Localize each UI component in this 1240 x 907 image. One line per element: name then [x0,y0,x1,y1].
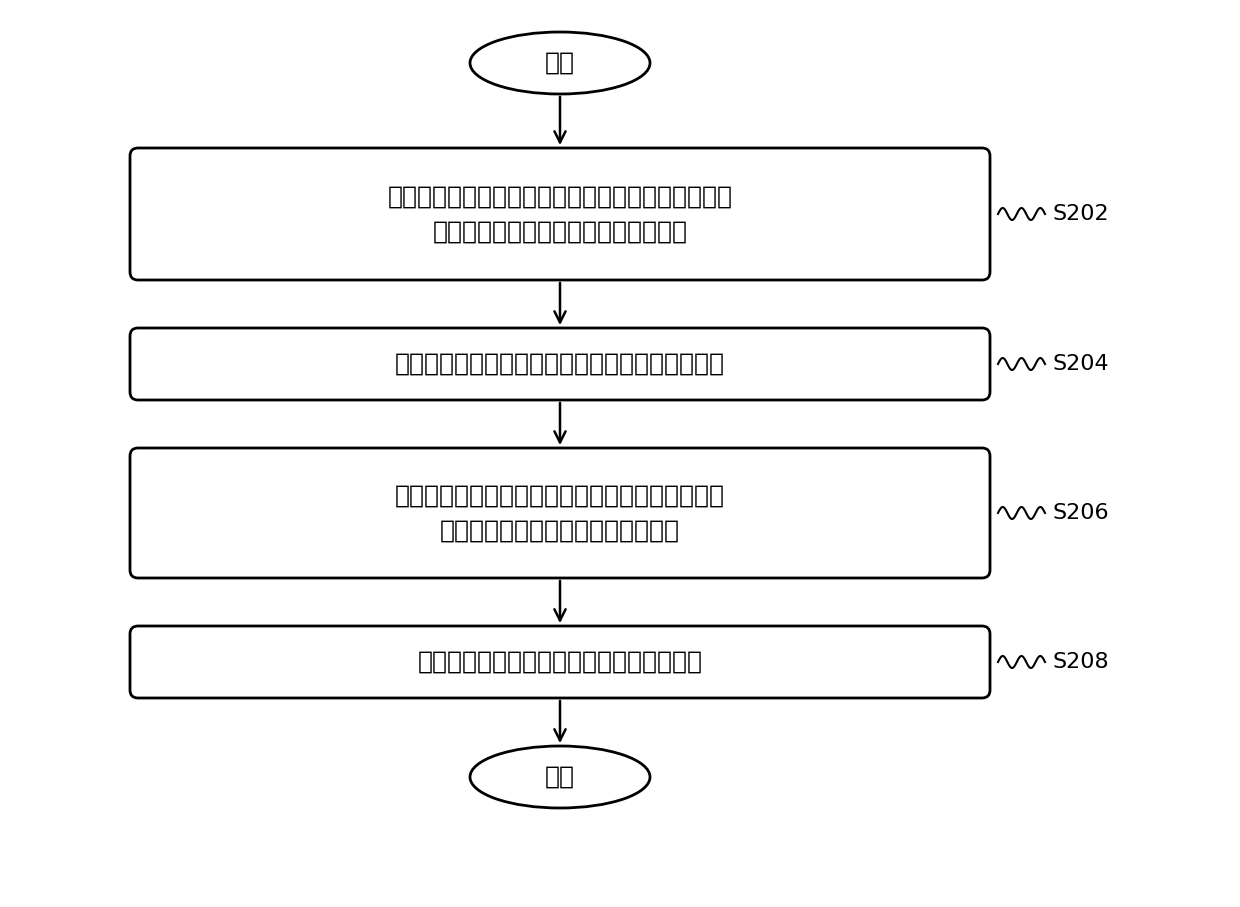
Text: 结束: 结束 [546,765,575,789]
Text: 根据目标运行功率控制当前时间段内的运行: 根据目标运行功率控制当前时间段内的运行 [418,650,703,674]
Text: S208: S208 [1053,652,1110,672]
Text: S204: S204 [1053,354,1110,374]
Text: 接收预设运行时间内的预设总用电量和预设运行时间
内的每一时间段对应的分配用电量比例: 接收预设运行时间内的预设总用电量和预设运行时间 内的每一时间段对应的分配用电量比… [387,184,733,244]
Text: 在任一时间段结束时，统计时间段的实际用电分量: 在任一时间段结束时，统计时间段的实际用电分量 [396,352,725,376]
Text: S206: S206 [1053,503,1110,523]
Text: S202: S202 [1053,204,1110,224]
FancyBboxPatch shape [130,148,990,280]
Ellipse shape [470,746,650,808]
FancyBboxPatch shape [130,626,990,698]
FancyBboxPatch shape [130,328,990,400]
Text: 开始: 开始 [546,51,575,75]
Ellipse shape [470,32,650,94]
Text: 根据预设总用电量、实际用电分量和分配用电量比
例，计算当前时间段的目标运行功率: 根据预设总用电量、实际用电分量和分配用电量比 例，计算当前时间段的目标运行功率 [396,483,725,542]
FancyBboxPatch shape [130,448,990,578]
